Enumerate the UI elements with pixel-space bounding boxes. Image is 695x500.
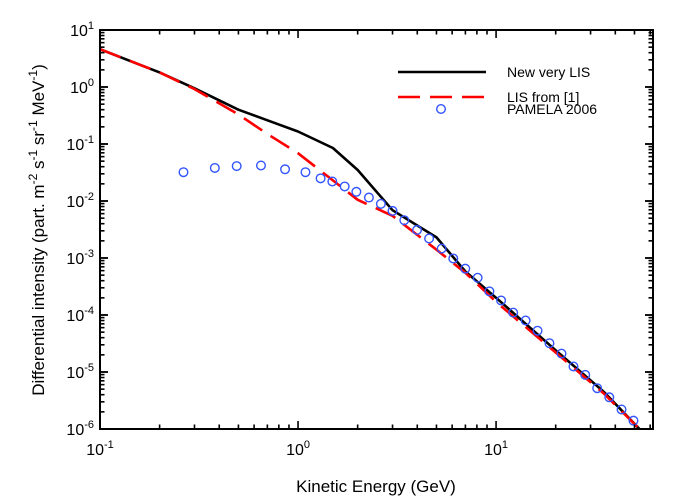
legend-label: New very LIS	[507, 64, 590, 80]
legend-label: PAMELA 2006	[507, 101, 597, 117]
pamela-data-point	[544, 338, 555, 349]
pamela-data-point	[580, 369, 591, 380]
pamela-data-point	[484, 286, 495, 297]
pamela-data-point	[399, 215, 410, 226]
pamela-data-point	[375, 198, 386, 209]
pamela-data-point	[508, 307, 519, 318]
pamela-data-point	[448, 253, 459, 264]
pamela-data-point	[520, 315, 531, 326]
y-tick-label: 10-3	[66, 248, 94, 268]
y-tick-label: 10-2	[66, 191, 94, 211]
pamela-data-point	[472, 272, 483, 283]
pamela-data-point	[178, 167, 189, 178]
y-tick-label: 10-6	[66, 419, 94, 439]
y-tick-label: 10-4	[66, 305, 94, 325]
pamela-data-point	[460, 263, 471, 274]
new-very-lis-line	[100, 47, 641, 429]
pamela-data-point	[496, 295, 507, 306]
pamela-data-point	[300, 167, 311, 178]
x-tick-label: 10-1	[86, 439, 114, 459]
y-axis-label: Differential intensity (part. m-2 s-1 sr…	[26, 64, 48, 396]
y-tick-label: 10-1	[66, 134, 94, 154]
pamela-data-point	[628, 415, 639, 426]
pamela-data-point	[231, 161, 242, 172]
x-tick-label: 100	[286, 439, 310, 459]
pamela-data-point	[556, 348, 567, 359]
pamela-data-point	[532, 325, 543, 336]
pamela-data-point	[327, 176, 338, 187]
x-tick-label: 101	[484, 439, 508, 459]
lis-from-1-line	[100, 47, 641, 429]
x-axis-label: Kinetic Energy (GeV)	[296, 477, 456, 496]
pamela-data-point	[424, 233, 435, 244]
pamela-data-point	[412, 224, 423, 235]
pamela-data-point	[255, 160, 266, 171]
pamela-data-point	[616, 404, 627, 415]
pamela-data-point	[339, 181, 350, 192]
legend: New very LIS LIS from [1]PAMELA 2006	[398, 64, 597, 117]
pamela-data-point	[351, 186, 362, 197]
pamela-data-point	[209, 162, 220, 173]
pamela-data-point	[315, 173, 326, 184]
legend-label: LIS from [1]	[507, 89, 579, 105]
legend-circle-marker-swatch	[436, 103, 447, 114]
pamela-data-point	[363, 192, 374, 203]
pamela-data-point	[604, 392, 615, 403]
pamela-data-point	[592, 383, 603, 394]
axes: 10-1 100 101 101 100 10-1 10-2 10-3 10-4 10-5 10-6	[66, 20, 654, 459]
y-tick-label: 100	[70, 77, 94, 97]
pamela-data-point	[436, 243, 447, 254]
y-tick-label: 10-5	[66, 362, 94, 382]
plot-frame	[99, 29, 654, 430]
pamela-data-point	[280, 164, 291, 175]
pamela-data-point	[387, 205, 398, 216]
pamela-data-point	[568, 361, 579, 372]
y-tick-label: 101	[70, 20, 94, 40]
plot-marks	[100, 47, 641, 429]
